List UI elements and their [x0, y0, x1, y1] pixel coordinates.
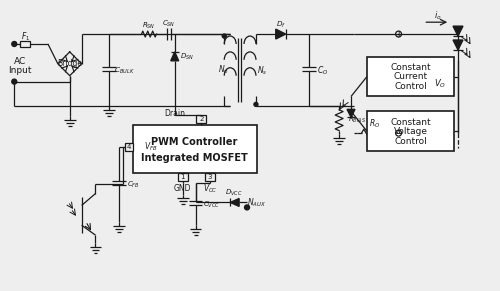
Bar — [367, 111, 454, 151]
Text: $C_{VCC}$: $C_{VCC}$ — [203, 199, 220, 210]
Text: Constant: Constant — [390, 63, 431, 72]
Text: Input: Input — [8, 66, 32, 75]
Circle shape — [12, 42, 16, 47]
Text: $C_O$: $C_O$ — [316, 65, 328, 77]
Bar — [125, 143, 133, 150]
Text: Control: Control — [394, 82, 427, 91]
Text: AC: AC — [14, 57, 26, 66]
Polygon shape — [453, 40, 463, 50]
Polygon shape — [276, 29, 285, 39]
Text: $N_{AUX}$: $N_{AUX}$ — [248, 196, 266, 209]
Text: +: + — [396, 30, 402, 39]
Text: $R_O$: $R_O$ — [369, 118, 380, 130]
Bar — [196, 115, 206, 123]
Circle shape — [222, 34, 226, 38]
Text: Constant: Constant — [390, 118, 431, 127]
Text: 2: 2 — [199, 116, 203, 122]
Bar — [178, 173, 188, 181]
Text: GND: GND — [174, 184, 192, 193]
Bar — [205, 173, 215, 181]
Text: $C_{BULK}$: $C_{BULK}$ — [114, 66, 134, 76]
Text: −: − — [396, 129, 402, 138]
Text: Current: Current — [394, 72, 428, 81]
Text: PWM Controller: PWM Controller — [152, 137, 238, 147]
Text: $i_o$: $i_o$ — [434, 10, 442, 22]
Text: 4: 4 — [127, 143, 132, 150]
Bar — [20, 41, 30, 47]
Text: $D_f$: $D_f$ — [276, 20, 285, 30]
Circle shape — [254, 102, 258, 107]
Polygon shape — [230, 198, 239, 206]
Text: $R_{SN}$: $R_{SN}$ — [142, 21, 156, 31]
Text: Bridge: Bridge — [57, 59, 82, 68]
Text: Voltage: Voltage — [394, 127, 428, 136]
Text: $D_{VCC}$: $D_{VCC}$ — [226, 187, 243, 198]
Polygon shape — [171, 52, 178, 61]
Text: $F_1$: $F_1$ — [20, 31, 30, 43]
Text: $V_{CC}$: $V_{CC}$ — [202, 182, 217, 195]
Circle shape — [244, 205, 250, 210]
Text: $N_p$: $N_p$ — [218, 64, 228, 77]
Text: Control: Control — [394, 136, 427, 146]
Bar — [133, 125, 257, 173]
Text: $V_{FB}$: $V_{FB}$ — [144, 140, 158, 153]
Text: $N_s$: $N_s$ — [256, 65, 267, 77]
Text: $C_{FB}$: $C_{FB}$ — [126, 180, 140, 190]
Bar — [367, 57, 454, 97]
Text: 1: 1 — [180, 174, 185, 180]
Text: Drain: Drain — [164, 109, 185, 118]
Text: $R_{BIAS}$: $R_{BIAS}$ — [348, 115, 366, 125]
Text: Integrated MOSFET: Integrated MOSFET — [141, 152, 248, 163]
Polygon shape — [347, 109, 355, 117]
Text: $D_{SN}$: $D_{SN}$ — [180, 52, 194, 62]
Circle shape — [12, 79, 16, 84]
Text: 3: 3 — [208, 174, 212, 180]
Polygon shape — [453, 26, 463, 36]
Text: $C_{SN}$: $C_{SN}$ — [162, 19, 175, 29]
Text: $V_O$: $V_O$ — [434, 77, 446, 90]
